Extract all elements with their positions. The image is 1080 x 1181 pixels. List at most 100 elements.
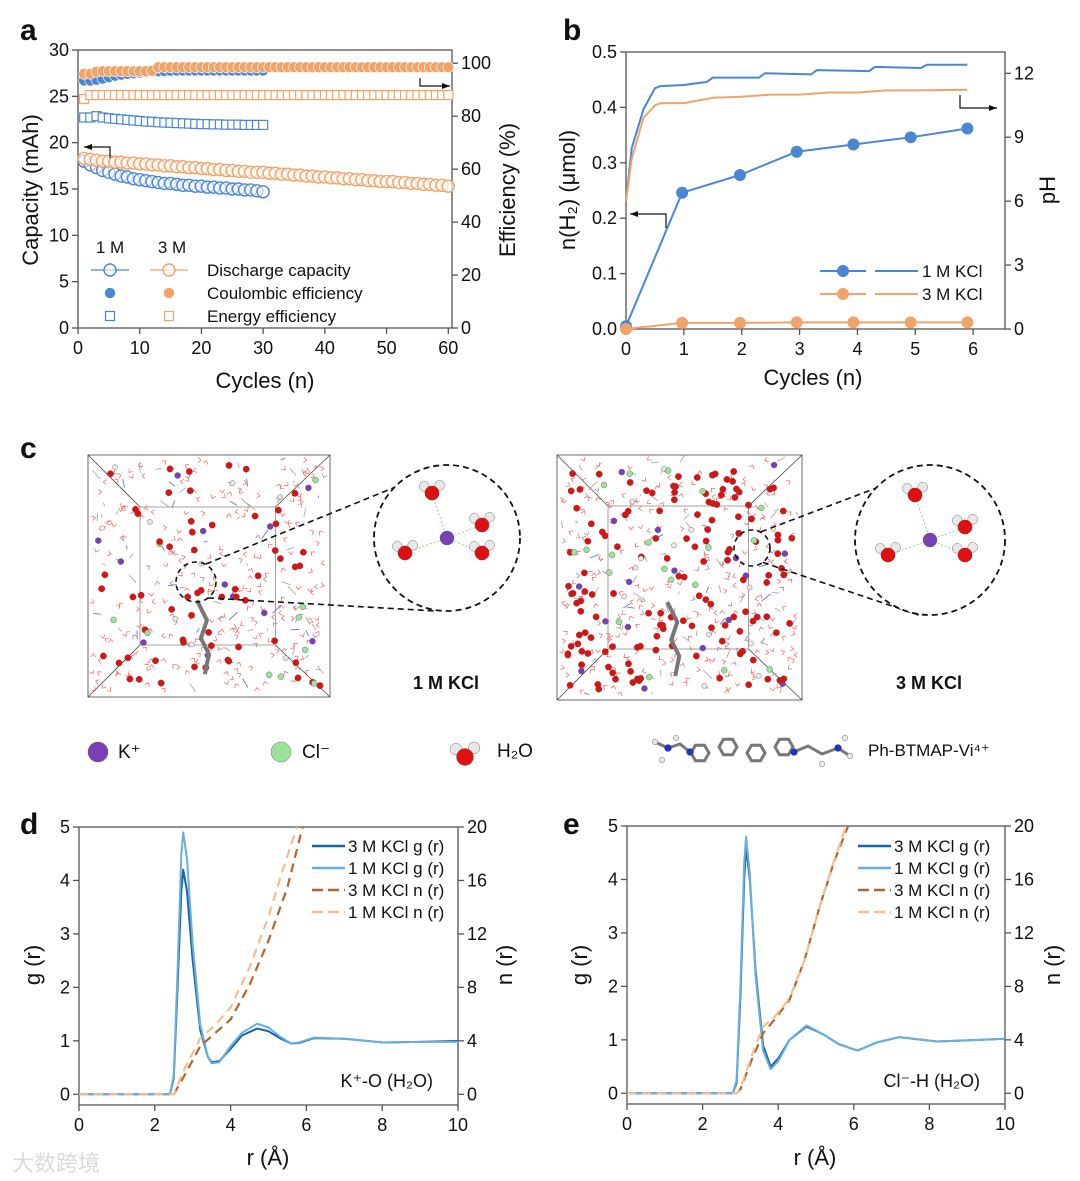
water-wireframe — [299, 632, 305, 638]
water-molecule — [952, 542, 978, 563]
chloride-ion — [583, 546, 590, 553]
water-wireframe — [254, 553, 259, 559]
box-corner-edge — [556, 648, 609, 701]
oxygen-atom — [135, 675, 143, 683]
water-wireframe — [559, 497, 564, 503]
water-wireframe — [590, 668, 595, 674]
x-axis-label: Cycles (n) — [763, 365, 862, 390]
organic-wireframe — [242, 678, 249, 688]
organic-wireframe — [682, 636, 691, 643]
oxygen-atom — [765, 571, 773, 579]
organic-wireframe — [291, 648, 295, 656]
oxygen-atom — [232, 593, 240, 601]
water-wireframe — [239, 621, 245, 627]
hydrogen-atom — [755, 672, 762, 679]
series-1-m-energy-efficiency — [79, 111, 269, 131]
water-wireframe — [169, 549, 175, 555]
right-axis-arrow-head — [442, 83, 450, 89]
water-wireframe — [229, 675, 234, 681]
left-axis-arrow — [630, 213, 667, 228]
water-wireframe — [295, 586, 302, 591]
potassium-ion — [305, 484, 312, 492]
oxygen-atom — [474, 517, 490, 533]
water-wireframe — [769, 549, 776, 554]
water-wireframe — [758, 626, 765, 631]
x-tick-label: 30 — [253, 338, 273, 358]
organic-wireframe — [683, 514, 690, 520]
y-tick-label: 3 — [608, 923, 618, 943]
oxygen-atom — [291, 489, 299, 497]
oxygen-atom — [692, 652, 700, 660]
water-wireframe — [711, 494, 716, 500]
water-wireframe — [770, 559, 775, 566]
organic-wireframe — [760, 642, 769, 646]
legend: 1 M KCl 3 M KCl — [820, 262, 982, 304]
organic-wireframe — [594, 462, 603, 470]
water-wireframe — [293, 483, 299, 488]
y-tick-label: 0 — [60, 1084, 70, 1104]
water-wireframe — [284, 481, 289, 487]
water-wireframe — [785, 480, 791, 485]
water-wireframe — [593, 603, 599, 608]
organic-wireframe — [677, 591, 680, 595]
oxygen-atom — [587, 520, 595, 528]
water-wireframe — [679, 526, 685, 532]
oxygen-atom — [292, 659, 300, 667]
panel-label-d: d — [20, 808, 39, 841]
organic-wireframe — [589, 554, 600, 559]
hydrogen-atom — [819, 761, 826, 768]
water-wireframe — [664, 580, 670, 586]
water-wireframe — [595, 462, 601, 467]
oxygen-atom — [679, 617, 687, 625]
data-point — [790, 145, 803, 158]
organic-wireframe — [122, 478, 125, 488]
y-tick-label: 25 — [49, 86, 69, 106]
water-wireframe — [213, 586, 219, 591]
y2-axis-label: n (r) — [492, 945, 517, 985]
redox-molecule-chain — [195, 599, 211, 675]
organic-wireframe — [286, 546, 295, 551]
water-wireframe — [786, 656, 792, 662]
x-tick-label: 0 — [73, 338, 83, 358]
organic-wireframe — [240, 498, 251, 507]
oxygen-atom — [191, 663, 198, 671]
water-wireframe — [190, 657, 195, 663]
water-wireframe — [254, 687, 260, 692]
water-wireframe — [728, 671, 733, 676]
organic-wireframe — [92, 470, 101, 480]
water-wireframe — [237, 487, 242, 493]
series-1-m-kcl-g-r- — [79, 831, 458, 1096]
water-wireframe — [196, 652, 201, 658]
oxygen-atom — [723, 476, 731, 483]
hydrogen-atom — [229, 480, 236, 486]
y2-axis-label: n (r) — [1040, 945, 1065, 985]
water-wireframe — [90, 653, 96, 658]
organic-wireframe — [179, 487, 187, 493]
oxygen-atom — [705, 498, 713, 506]
water-wireframe — [178, 558, 183, 564]
oxygen-atom — [565, 582, 572, 590]
data-point — [258, 119, 269, 131]
water-wireframe — [104, 637, 110, 643]
water-wireframe — [122, 536, 127, 541]
water-wireframe — [790, 645, 795, 652]
oxygen-atom — [773, 629, 780, 637]
chloride-ion — [721, 667, 728, 674]
water-wireframe — [179, 478, 184, 485]
water-wireframe — [181, 554, 186, 561]
water-wireframe — [289, 497, 295, 503]
water-wireframe — [725, 635, 731, 641]
oxygen-atom — [100, 652, 107, 660]
redox-molecule-chain — [665, 601, 682, 677]
water-wireframe — [217, 630, 222, 636]
data-point — [733, 168, 746, 181]
organic-wireframe — [695, 630, 698, 637]
water-wireframe — [641, 668, 647, 674]
water-wireframe — [207, 553, 212, 559]
water-wireframe — [689, 645, 695, 651]
organic-wireframe — [217, 615, 224, 620]
water-wireframe — [659, 502, 665, 507]
legend-label: Energy efficiency — [207, 307, 337, 326]
